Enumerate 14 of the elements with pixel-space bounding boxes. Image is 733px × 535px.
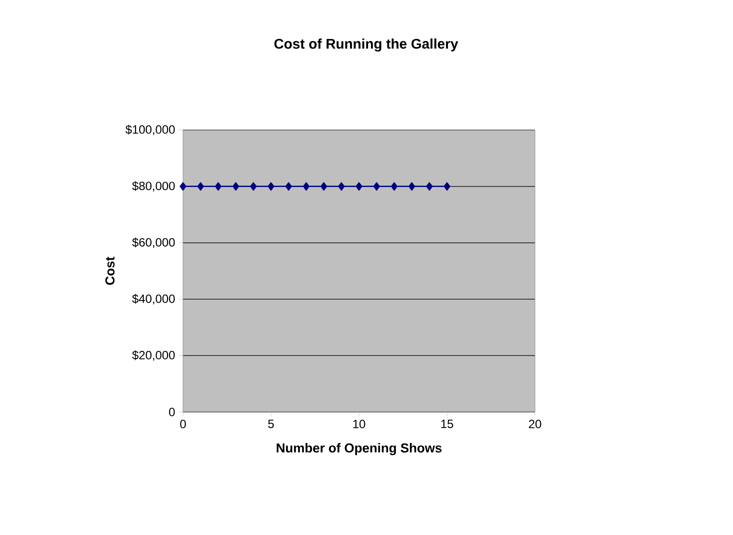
y-tick-label: 0 bbox=[169, 408, 175, 416]
x-tick-label: 20 bbox=[528, 420, 542, 428]
x-tick-label: 10 bbox=[353, 420, 366, 428]
y-axis-title: Cost bbox=[105, 256, 115, 285]
y-tick-label: $60,000 bbox=[132, 238, 175, 248]
x-tick-label: 5 bbox=[268, 420, 274, 428]
y-tick-label: $100,000 bbox=[125, 124, 175, 136]
y-tick-label: $80,000 bbox=[132, 181, 175, 192]
y-tick-label: $40,000 bbox=[132, 294, 175, 304]
chart-title: Cost of Running the Gallery bbox=[274, 38, 458, 52]
x-axis-title: Number of Opening Shows bbox=[276, 443, 442, 456]
x-tick-label: 15 bbox=[441, 420, 454, 428]
y-tick-label: $20,000 bbox=[132, 350, 175, 361]
x-tick-label: 0 bbox=[180, 420, 186, 428]
